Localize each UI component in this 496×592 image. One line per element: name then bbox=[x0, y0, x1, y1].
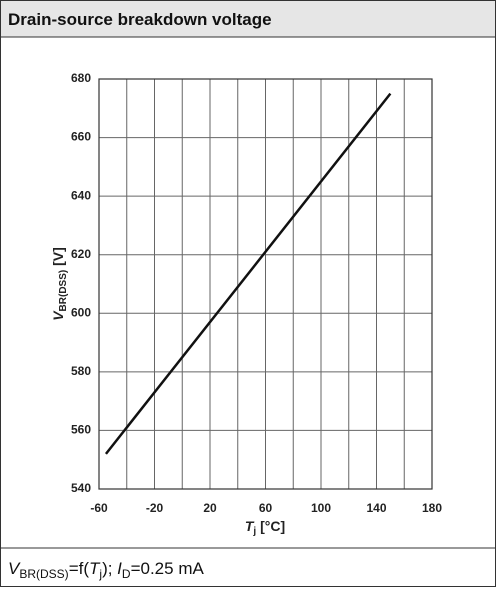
x-tick-label: 180 bbox=[422, 501, 442, 515]
x-tick-label: -20 bbox=[146, 501, 164, 515]
y-tick-label: 600 bbox=[71, 305, 91, 319]
chart-title: Drain-source breakdown voltage bbox=[8, 10, 272, 29]
x-tick-label: 20 bbox=[203, 501, 217, 515]
y-tick-label: 660 bbox=[71, 130, 91, 144]
y-tick-label: 620 bbox=[71, 247, 91, 261]
plot-border bbox=[98, 78, 433, 490]
title-bar bbox=[1, 1, 495, 37]
x-axis-label: Tj [°C] bbox=[245, 518, 285, 537]
footer-formula: VBR(DSS)=f(Tj); ID=0.25 mA bbox=[8, 559, 204, 581]
series-line bbox=[104, 92, 392, 455]
x-tick-label: 140 bbox=[366, 501, 386, 515]
x-tick-label: 100 bbox=[311, 501, 331, 515]
y-tick-label: 560 bbox=[71, 423, 91, 437]
y-axis-label: VBR(DSS) [V] bbox=[50, 247, 69, 321]
x-tick-label: -60 bbox=[90, 501, 108, 515]
y-tick-label: 540 bbox=[71, 481, 91, 495]
y-tick-label: 680 bbox=[71, 71, 91, 85]
y-tick-label: 580 bbox=[71, 364, 91, 378]
y-tick-label: 640 bbox=[71, 188, 91, 202]
x-tick-label: 60 bbox=[259, 501, 273, 515]
